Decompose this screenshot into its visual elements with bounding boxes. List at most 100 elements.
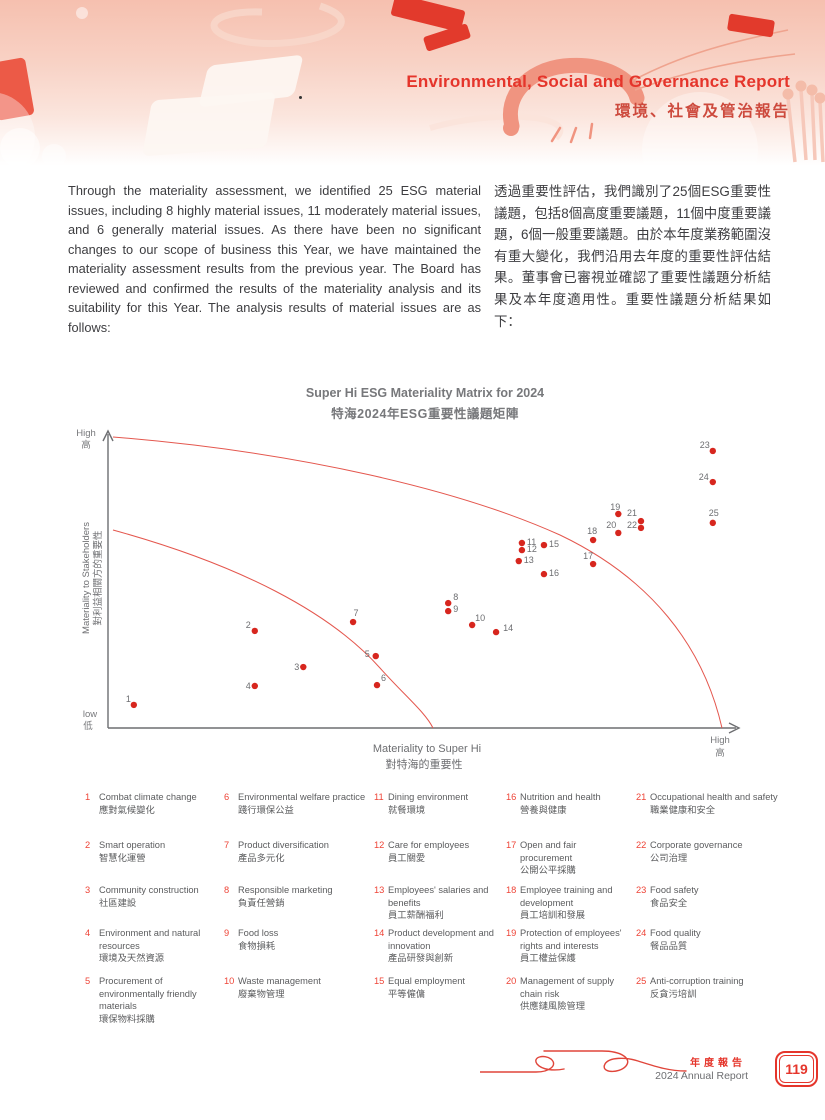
- legend-item: 4 Environment and natural resources 環境及天然資…: [85, 927, 224, 975]
- legend-item-label-zh: 供應鏈風險管理: [520, 1001, 586, 1011]
- issue-point-label-16: 16: [549, 568, 559, 578]
- legend-item: 18 Employee training and development 員工培訓和…: [506, 884, 636, 927]
- legend-item-label-en: Employee training and development: [520, 885, 613, 908]
- issue-point-label-5: 5: [365, 649, 370, 659]
- legend-item-label-en: Environment and natural resources: [99, 928, 201, 951]
- legend-item-number: 7: [224, 840, 230, 850]
- footer-report-title-zh: 年度報告: [690, 1058, 746, 1069]
- legend-item: 8 Responsible marketing 負責任營銷: [224, 884, 374, 927]
- y-axis-title-zh: 對利益相關方的重要性: [92, 530, 104, 626]
- legend-item-label-zh: 食品安全: [650, 897, 688, 908]
- legend-item-number: 16: [506, 792, 517, 802]
- legend-item-label-zh: 員工權益保護: [520, 953, 576, 963]
- issue-point-18: [589, 536, 597, 544]
- legend-item-label-en: Product development and innovation: [388, 928, 494, 951]
- issue-point-3: [300, 663, 307, 671]
- legend-item-number: 23: [636, 885, 647, 895]
- legend-item-label-zh: 員工關愛: [388, 852, 426, 863]
- issue-point-1: [130, 701, 138, 709]
- legend-item-label-zh: 負責任營銷: [238, 897, 285, 908]
- issue-point-14: [492, 628, 500, 636]
- issue-point-label-23: 23: [700, 440, 710, 450]
- issue-point-21: [637, 517, 645, 525]
- legend-item-number: 3: [85, 885, 91, 895]
- legend-item-label-en: Food safety: [650, 885, 699, 895]
- issue-point-label-21: 21: [627, 508, 637, 518]
- issue-point-label-13: 13: [524, 555, 534, 565]
- issue-point-label-10: 10: [475, 613, 485, 623]
- materiality-matrix-chart: High 高 low 低 High 高 Materiality to Super…: [76, 428, 741, 771]
- legend-item-number: 20: [506, 976, 517, 986]
- issue-point-17: [589, 560, 597, 568]
- issue-point-20: [615, 529, 622, 537]
- legend-item: 25 Anti-corruption training 反貪污培訓: [636, 975, 798, 1045]
- issue-point-label-15: 15: [549, 539, 559, 549]
- page-number-badge: 119: [775, 1051, 818, 1087]
- legend-item: 13 Employees' salaries and benefits 員工薪酬福利: [374, 884, 506, 927]
- legend-item: 9 Food loss 食物損耗: [224, 927, 374, 975]
- steam-swirl-icon: [429, 113, 564, 141]
- legend-item-label-en: Management of supply chain risk: [520, 976, 615, 999]
- legend-item-label-zh: 踐行環保公益: [238, 804, 294, 815]
- legend-item: 19 Protection of employees' rights and in…: [506, 927, 636, 975]
- legend-item-label-en: Care for employees: [388, 840, 470, 850]
- legend-item-label-zh: 員工培訓和發展: [520, 910, 586, 920]
- issue-point-label-14: 14: [503, 623, 513, 633]
- white-circle-decoration: [0, 128, 40, 166]
- issue-legend: 1 Combat climate change 應對氣候變化 2 Smart oper…: [85, 791, 800, 1045]
- tofu-cube-illustration: [142, 91, 276, 157]
- issue-point-label-11: 11: [527, 537, 536, 547]
- issue-point-label-18: 18: [587, 526, 597, 536]
- steam-swirl-icon: [210, 2, 345, 48]
- legend-item-label-zh: 反貪污培訓: [650, 988, 697, 999]
- legend-item: 22 Corporate governance 公司治理: [636, 839, 798, 884]
- issue-point-23: [709, 447, 716, 455]
- legend-item-number: 14: [374, 928, 385, 938]
- legend-item-number: 5: [85, 976, 91, 986]
- issue-point-24: [709, 478, 716, 486]
- header-banner: Environmental, Social and Governance Rep…: [0, 0, 825, 166]
- legend-item-number: 11: [374, 792, 384, 802]
- y-axis-title: Materiality to Stakeholders: [81, 522, 92, 634]
- legend-item-label-en: Responsible marketing: [238, 885, 333, 895]
- legend-item-label-zh: 廢棄物管理: [238, 988, 285, 999]
- legend-item-label-en: Open and fair procurement: [520, 840, 577, 863]
- legend-item-label-zh: 公司治理: [650, 852, 688, 863]
- issue-point-label-6: 6: [381, 673, 386, 683]
- legend-item-number: 2: [85, 840, 91, 850]
- issue-point-8: [445, 599, 452, 607]
- issue-point-label-20: 20: [606, 520, 616, 530]
- issue-point-label-25: 25: [709, 508, 719, 518]
- legend-item: 20 Management of supply chain risk 供應鏈風險管理: [506, 975, 636, 1045]
- issue-point-label-9: 9: [453, 604, 458, 614]
- legend-item-number: 22: [636, 840, 647, 850]
- ink-dot-decoration: [299, 96, 302, 99]
- legend-item-label-en: Waste management: [238, 976, 321, 986]
- issue-point-12: [518, 546, 526, 554]
- x-axis-title-zh: 對特海的重要性: [386, 757, 463, 771]
- legend-item-label-en: Environmental welfare practice: [238, 792, 366, 802]
- legend-item: 2 Smart operation 智慧化運營: [85, 839, 224, 884]
- plate-illustration: [642, 92, 758, 166]
- issue-point-19: [615, 510, 622, 518]
- zone-arc-generally-moderately-boundary: [112, 529, 434, 729]
- legend-item-number: 21: [636, 792, 647, 802]
- issue-point-label-1: 1: [126, 694, 131, 704]
- issue-point-label-17: 17: [583, 551, 593, 561]
- legend-item-label-en: Community construction: [99, 885, 199, 895]
- legend-item-label-en: Food quality: [650, 928, 701, 938]
- legend-item-number: 8: [224, 885, 230, 895]
- legend-item-label-en: Equal employment: [388, 976, 465, 986]
- issue-point-label-4: 4: [246, 681, 251, 691]
- y-axis-arrowhead: [102, 429, 114, 442]
- footer-report-title-en: 2024 Annual Report: [655, 1070, 748, 1082]
- legend-item-label-zh: 食物損耗: [238, 940, 276, 951]
- legend-item: 24 Food quality 餐品品質: [636, 927, 798, 975]
- legend-item-label-zh: 餐品品質: [650, 940, 688, 951]
- footer-cloud-ornament: [480, 1050, 687, 1073]
- legend-item: 12 Care for employees 員工關愛: [374, 839, 506, 884]
- white-circle-decoration: [76, 7, 88, 19]
- x-axis-high-label-zh: 高: [715, 747, 725, 759]
- legend-item-label-en: Anti-corruption training: [650, 976, 744, 986]
